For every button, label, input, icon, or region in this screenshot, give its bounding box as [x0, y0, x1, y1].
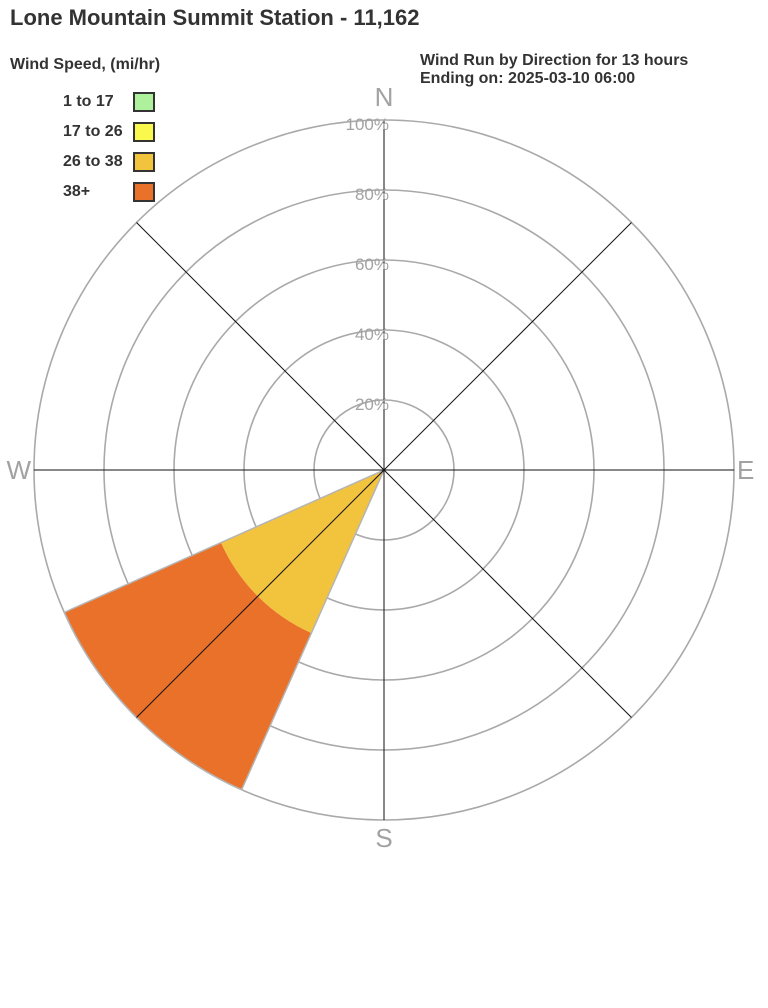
- radial-tick-label-60: 60%: [355, 255, 389, 274]
- annotation-line2: Ending on: 2025-03-10 06:00: [420, 70, 636, 87]
- legend-color-swatch: [133, 122, 155, 142]
- legend-color-swatch: [133, 92, 155, 112]
- direction-spoke-135: [383, 469, 632, 718]
- annotation-line1: Wind Run by Direction for 13 hours: [420, 52, 689, 69]
- legend-row: 38+: [10, 177, 160, 207]
- direction-spoke-45: [383, 222, 632, 471]
- page-title: Lone Mountain Summit Station - 11,162: [10, 5, 420, 30]
- legend-rows: 1 to 17 17 to 26 26 to 38 38+: [10, 87, 160, 207]
- legend-color-swatch: [133, 182, 155, 202]
- legend-row: 17 to 26: [10, 117, 160, 147]
- legend-item-label: 26 to 38: [63, 153, 123, 170]
- legend-row: 1 to 17: [10, 87, 160, 117]
- radial-tick-label-80: 80%: [355, 185, 389, 204]
- radial-tick-label-100: 100%: [346, 115, 389, 134]
- wind-speed-legend: Wind Speed, (mi/hr) 1 to 17 17 to 26 26 to…: [10, 56, 160, 207]
- legend-item-label: 17 to 26: [63, 123, 123, 140]
- legend-color-swatch: [133, 152, 155, 172]
- radial-tick-label-20: 20%: [355, 395, 389, 414]
- legend-item-label: 1 to 17: [63, 93, 114, 110]
- compass-label-south: S: [375, 823, 392, 853]
- compass-label-north: N: [375, 82, 394, 112]
- legend-row: 26 to 38: [10, 147, 160, 177]
- compass-label-west: W: [6, 455, 31, 485]
- radial-tick-label-40: 40%: [355, 325, 389, 344]
- direction-spoke-225: [136, 469, 385, 718]
- legend-item-label: 38+: [63, 183, 91, 200]
- compass-label-east: E: [737, 455, 754, 485]
- direction-spoke-315: [136, 222, 385, 471]
- chart-annotation: Wind Run by Direction for 13 hours Endin…: [420, 52, 688, 88]
- legend-title: Wind Speed, (mi/hr): [10, 56, 161, 73]
